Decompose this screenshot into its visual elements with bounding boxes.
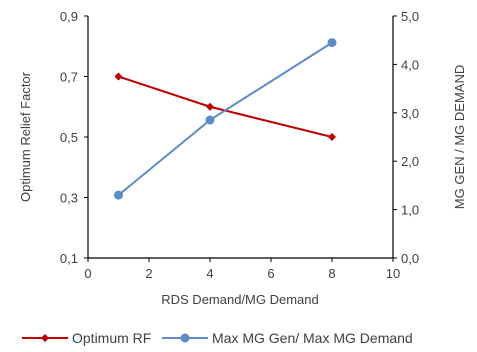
- y-left-tick-label: 0,7: [60, 70, 78, 85]
- x-tick-label: 10: [386, 266, 400, 281]
- y-right-tick-label: 4,0: [401, 57, 419, 72]
- x-tick-label: 8: [328, 266, 335, 281]
- y-right-tick-label: 1,0: [401, 203, 419, 218]
- series-1: [114, 72, 336, 141]
- series-2: [114, 38, 337, 200]
- y-right-tick-label: 3,0: [401, 106, 419, 121]
- x-axis-title: RDS Demand/MG Demand: [161, 292, 319, 307]
- legend-label: Max MG Gen/ Max MG Demand: [212, 330, 413, 346]
- y-left-tick-label: 0,1: [60, 251, 78, 266]
- series-2-line: [117, 41, 333, 196]
- legend-item-2: Max MG Gen/ Max MG Demand: [162, 330, 413, 346]
- series-1-point: [114, 72, 123, 81]
- series-1-line: [118, 75, 333, 138]
- y-right-tick-label: 2,0: [401, 154, 419, 169]
- y-left-tick-labels: 0,1 0,3 0,5 0,7 0,9: [60, 9, 88, 266]
- series-1-point: [328, 133, 336, 141]
- y-right-tick-labels: 0,0 1,0 2,0 3,0 4,0 5,0: [393, 9, 419, 266]
- legend-label: Optimum RF: [72, 330, 151, 346]
- series-layer: [114, 38, 337, 200]
- series-2-point: [205, 115, 215, 125]
- x-tick-labels: 0 2 4 6 8 10: [84, 258, 400, 281]
- y-right-tick-label: 5,0: [401, 9, 419, 24]
- y-left-tick-label: 0,3: [60, 191, 78, 206]
- series-1-point: [206, 102, 214, 111]
- y-right-axis-title: MG GEN / MG DEMAND: [452, 65, 467, 209]
- axes: [87, 16, 394, 259]
- y-left-tick-label: 0,9: [60, 9, 78, 24]
- x-tick-label: 4: [206, 266, 213, 281]
- y-right-tick-label: 0,0: [401, 251, 419, 266]
- legend: Optimum RF Max MG Gen/ Max MG Demand: [22, 330, 413, 346]
- series-2-point: [114, 190, 123, 200]
- x-tick-label: 2: [145, 266, 152, 281]
- y-left-tick-label: 0,5: [60, 130, 78, 145]
- legend-swatch-marker: [41, 334, 49, 342]
- series-2-point: [327, 38, 337, 48]
- y-left-axis-title: Optimum Relief Factor: [18, 71, 33, 202]
- legend-item-1: Optimum RF: [22, 330, 151, 346]
- x-tick-label: 0: [84, 266, 91, 281]
- legend-swatch-marker: [180, 333, 190, 343]
- x-tick-label: 6: [267, 266, 274, 281]
